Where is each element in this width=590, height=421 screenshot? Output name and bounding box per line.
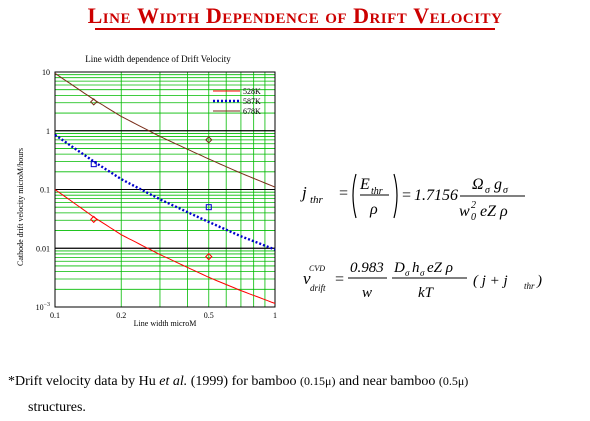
eq1-frac2-num2: g — [494, 176, 502, 193]
eq1-frac2-den-sup: 2 — [471, 200, 476, 211]
eq2-lhs-sup: CVD — [309, 264, 325, 273]
x-tick-label: 0.1 — [50, 311, 60, 320]
eq2-lhs-sub: drift — [310, 283, 326, 293]
footnote-et-al: et al. — [159, 374, 188, 389]
slide-title: Line Width Dependence of Drift Velocity — [0, 3, 590, 30]
x-tick-label: 1 — [273, 311, 277, 320]
y-tick-label: 0.01 — [36, 244, 50, 253]
chart-xlabel: Line width microM — [134, 319, 197, 328]
eq1-equals-1: = — [338, 185, 349, 202]
eq1-lhs-sub: thr — [310, 194, 324, 206]
eq2-frac1-num: 0.983 — [350, 260, 384, 276]
eq1-frac2-num: Ω — [472, 176, 484, 193]
data-point-square — [90, 161, 97, 168]
chart-grid — [54, 71, 276, 308]
footnote-star: * — [8, 374, 15, 389]
title-word: Drift — [353, 3, 408, 28]
eq2-frac2-den: kT — [418, 285, 435, 301]
eq1-frac1-num-sub: thr — [371, 186, 383, 197]
chart-ylabel: Cathode drift velocity microM/hours — [16, 148, 25, 266]
footnote-text-4: structures. — [28, 400, 86, 415]
equation-jthr-svg: j thr = E thr ρ = 1.7156 Ω σ g σ w 0 2 e… — [300, 173, 525, 223]
chart-title: Line width dependence of Drift Velocity — [85, 54, 231, 64]
eq2-lhs: v — [303, 269, 311, 288]
y-tick-label-1e-3: 10−3 — [36, 302, 50, 312]
y-tick-label: 0.1 — [40, 186, 50, 195]
title-underline — [95, 28, 495, 30]
chart-data-points — [90, 98, 213, 261]
eq1-coeff: 1.7156 — [414, 187, 458, 204]
equation-vdrift: v CVD drift = 0.983 w D σ h σ eZ ρ kT ( … — [297, 248, 585, 308]
equation-jthr: j thr = E thr ρ = 1.7156 Ω σ g σ w 0 2 e… — [300, 160, 585, 230]
footnote-text-1: Drift velocity data by Hu — [15, 374, 160, 389]
eq1-frac2-den-sub: 0 — [471, 212, 476, 223]
y-tick-label: 10 — [42, 68, 50, 77]
footnote-paren-1: (0.15μ) — [300, 374, 336, 388]
drift-velocity-chart: Line width dependence of Drift Velocity … — [16, 54, 277, 328]
eq2-frac2-num-b-sub: σ — [420, 268, 425, 278]
series-line-528K — [54, 189, 276, 304]
footnote-paren-2: (0.5μ) — [438, 374, 469, 388]
y-tick-label: 1 — [46, 127, 50, 136]
data-point-diamond — [205, 252, 213, 261]
eq2-equals: = — [334, 271, 345, 288]
footnote: *Drift velocity data by Hu et al. (1999)… — [8, 368, 583, 421]
eq2-tail: ( j + j — [473, 273, 508, 289]
eq1-frac2-den: w — [459, 203, 470, 220]
footnote-text-2: (1999) for bamboo — [187, 374, 301, 389]
chart-tick-labels: 0.1 0.2 0.5 1 10 1 0.1 0.01 10−3 — [36, 68, 277, 320]
title-word: Velocity — [413, 3, 503, 28]
eq1-frac2-den-rest: eZ ρ — [480, 203, 508, 220]
title-word: Dependence — [205, 3, 320, 28]
legend-label-528K: 528K — [243, 87, 261, 96]
eq2-tail-end: ) — [536, 273, 542, 289]
legend-label-587K: 587K — [243, 97, 261, 106]
title-word: of — [325, 3, 348, 28]
x-tick-label: 0.5 — [204, 311, 214, 320]
eq1-lhs: j — [300, 183, 307, 202]
eq2-frac2-num-a: D — [393, 260, 405, 276]
series-line-678K — [54, 72, 276, 188]
equation-vdrift-svg: v CVD drift = 0.983 w D σ h σ eZ ρ kT ( … — [303, 260, 542, 301]
footnote-text-3: and near bamboo — [335, 374, 439, 389]
eq1-frac2-num2-sub: σ — [503, 185, 509, 196]
eq2-frac1-den: w — [362, 285, 372, 301]
title-word: Width — [136, 3, 200, 28]
eq1-left-paren — [352, 173, 357, 219]
eq2-frac2-num-a-sub: σ — [405, 268, 410, 278]
data-point-diamond — [90, 98, 98, 106]
data-point-diamond — [90, 215, 98, 224]
legend-label-678K: 678K — [243, 107, 261, 116]
chart-series — [54, 72, 276, 304]
eq1-frac1-den: ρ — [369, 201, 378, 218]
x-tick-label: 0.2 — [116, 311, 126, 320]
title-word: Line — [87, 3, 131, 28]
eq2-frac2-num-b: h — [412, 260, 420, 276]
eq2-frac2-num-c: eZ ρ — [427, 260, 453, 276]
eq1-equals-2: = — [401, 187, 412, 204]
eq1-right-paren — [393, 173, 398, 219]
series-line-587K — [54, 133, 276, 251]
eq2-tail-sub: thr — [524, 281, 535, 291]
data-point-diamond — [205, 136, 213, 144]
data-point-square — [205, 204, 212, 211]
eq1-frac1-num: E — [359, 176, 370, 193]
eq1-frac2-num-sub: σ — [485, 185, 491, 196]
